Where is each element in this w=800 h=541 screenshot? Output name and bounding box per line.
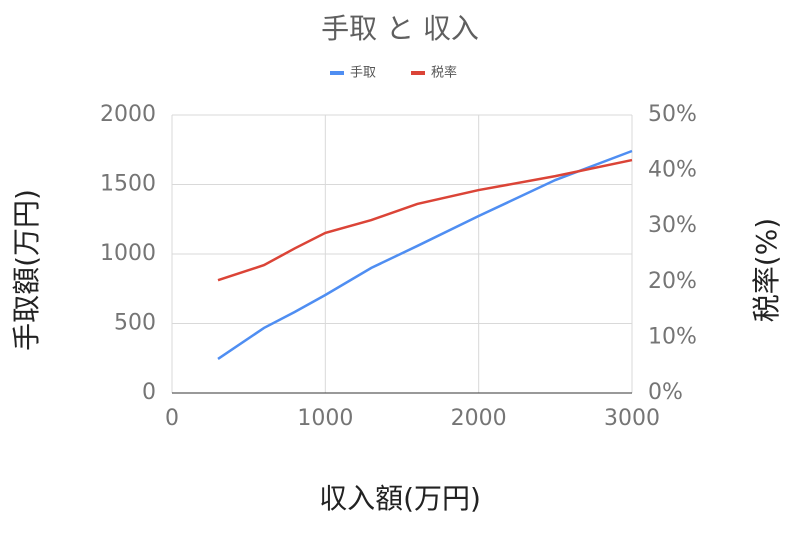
x-tick-label: 3000 (604, 406, 660, 431)
series-line (217, 149, 633, 360)
y2-tick-label: 20% (648, 269, 697, 294)
y-tick-label: 2000 (100, 102, 156, 127)
series-line (217, 158, 633, 282)
x-tick-label: 1000 (297, 406, 353, 431)
y2-tick-label: 0% (648, 380, 683, 405)
legend-label: 税率 (431, 65, 457, 81)
x-axis-label: 収入額(万円) (319, 482, 481, 515)
chart-title: 手取 と 収入 (321, 12, 479, 45)
y-tick-label: 1000 (100, 241, 156, 266)
y2-tick-label: 30% (648, 213, 697, 238)
x-tick-label: 2000 (451, 406, 507, 431)
y2-tick-label: 10% (648, 324, 697, 349)
y-tick-label: 0 (142, 380, 156, 405)
y2-axis-label: 税率(%) (750, 218, 783, 322)
y-axis-label: 手取額(万円) (10, 189, 43, 351)
y-tick-label: 500 (114, 311, 156, 336)
y-tick-label: 1500 (100, 172, 156, 197)
x-tick-label: 0 (165, 406, 179, 431)
y2-tick-label: 50% (648, 102, 697, 127)
y2-tick-label: 40% (648, 158, 697, 183)
legend-label: 手取 (350, 66, 376, 81)
